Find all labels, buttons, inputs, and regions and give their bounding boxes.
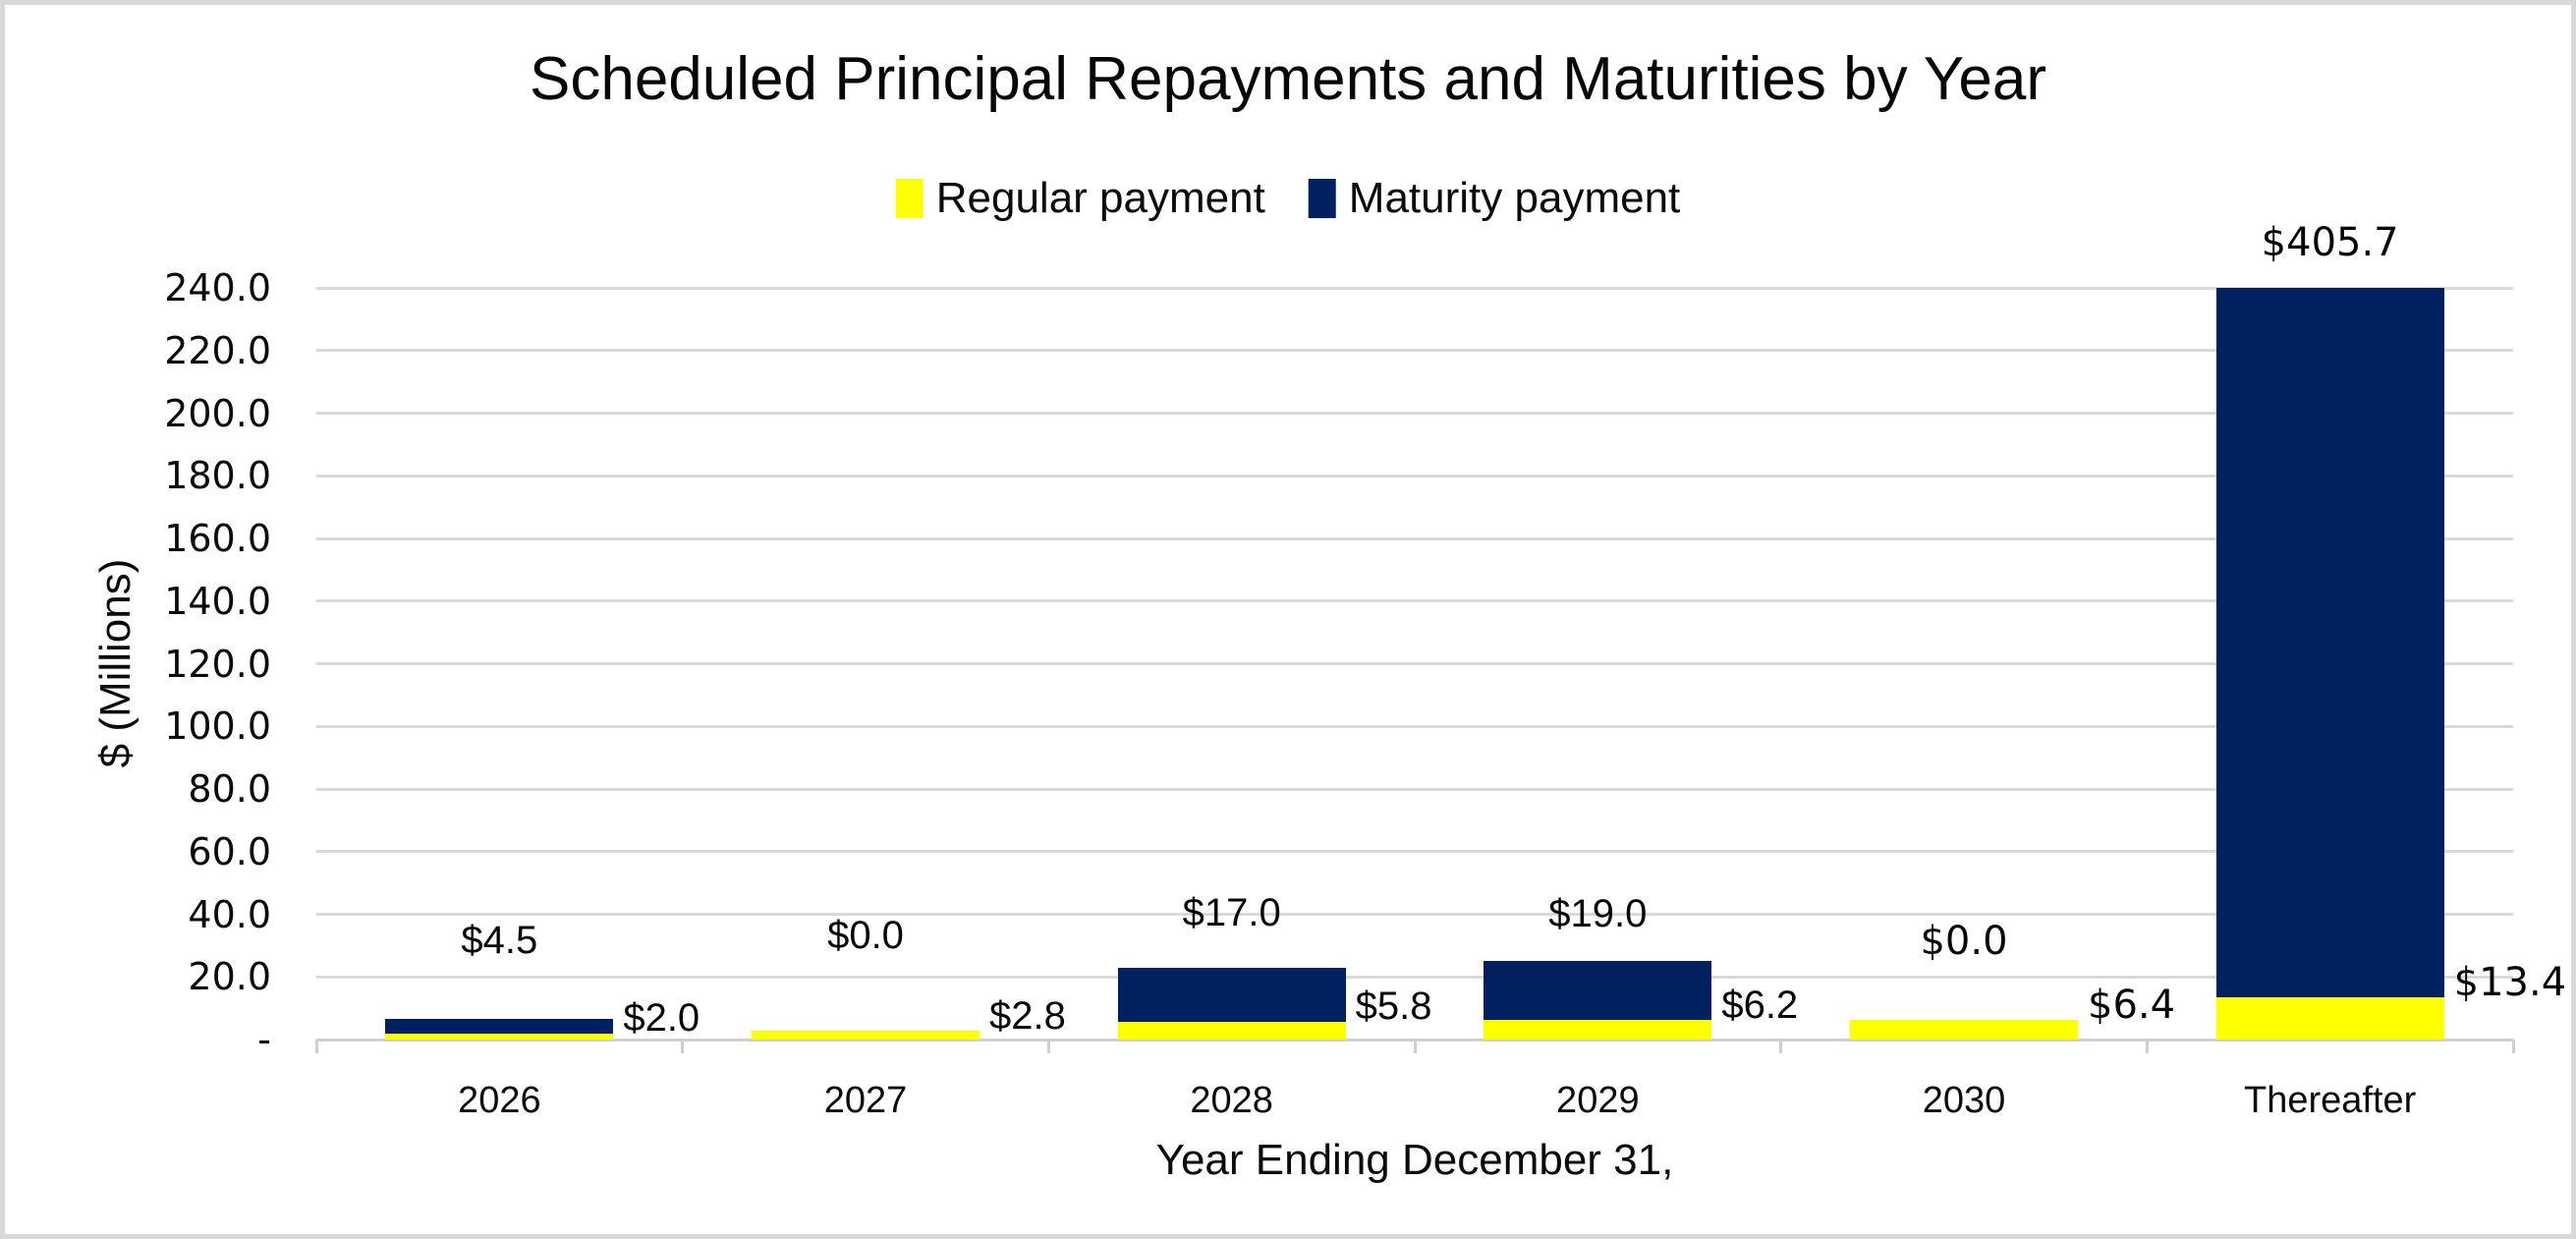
gridline <box>316 349 2513 353</box>
legend: Regular payment Maturity payment <box>895 174 1681 222</box>
gridline <box>316 787 2513 791</box>
data-label-regular: $13.4 <box>2453 960 2567 1006</box>
y-axis-tick-label: 60.0 <box>188 829 271 873</box>
y-axis-tick-label: 180.0 <box>164 454 271 498</box>
y-axis-tick-label: - <box>257 1018 271 1061</box>
gridline <box>316 662 2513 665</box>
x-axis-category-label: 2030 <box>1922 1080 2006 1121</box>
data-label-maturity: $4.5 <box>461 919 538 963</box>
bar-segment-regular-payment <box>2215 997 2444 1040</box>
gridline <box>316 599 2513 603</box>
data-label-regular: $6.2 <box>1721 983 1799 1027</box>
x-axis-tick-mark <box>1779 1040 1783 1053</box>
bar-segment-regular-payment <box>1484 1020 1712 1040</box>
bar-segment-maturity-payment <box>2215 288 2444 998</box>
bar-segment-regular-payment <box>752 1031 980 1040</box>
data-label-maturity: $405.7 <box>2261 220 2399 265</box>
data-label-maturity: $0.0 <box>827 914 904 958</box>
x-axis-tick-mark <box>1046 1040 1050 1053</box>
gridline <box>316 975 2513 979</box>
data-label-maturity: $17.0 <box>1182 891 1281 935</box>
data-label-regular: $5.8 <box>1355 985 1432 1028</box>
data-label-maturity: $19.0 <box>1548 891 1648 935</box>
y-axis-tick-label: 140.0 <box>164 579 271 623</box>
maturity-payment-swatch-icon <box>1308 179 1336 218</box>
y-axis-tick-label: 20.0 <box>188 955 271 999</box>
gridline <box>316 724 2513 728</box>
x-axis-tick-mark <box>314 1040 318 1053</box>
x-axis-category-label: 2026 <box>458 1080 541 1121</box>
chart-title: Scheduled Principal Repayments and Matur… <box>529 45 2047 113</box>
data-label-regular: $2.0 <box>623 996 700 1041</box>
gridline <box>316 536 2513 540</box>
x-axis-tick-mark <box>2145 1040 2149 1053</box>
gridline <box>316 850 2513 854</box>
x-axis-category-label: 2027 <box>823 1080 908 1121</box>
legend-label-regular-payment: Regular payment <box>935 174 1265 222</box>
y-axis-tick-label: 220.0 <box>164 328 271 372</box>
y-axis-tick-label: 200.0 <box>164 391 271 435</box>
legend-item-regular-payment: Regular payment <box>895 174 1265 222</box>
regular-payment-swatch-icon <box>895 179 924 218</box>
x-axis-tick-mark <box>1413 1040 1417 1053</box>
gridline <box>316 913 2513 916</box>
y-axis-tick-label: 100.0 <box>164 704 271 749</box>
data-label-regular: $2.8 <box>989 993 1066 1038</box>
bar-segment-maturity-payment <box>1484 960 1712 1021</box>
x-axis-tick-mark <box>2511 1040 2515 1053</box>
bar-segment-regular-payment <box>1850 1019 2078 1040</box>
x-axis-category-label: Thereafter <box>2244 1080 2417 1121</box>
legend-item-maturity-payment: Maturity payment <box>1308 174 1681 222</box>
y-axis-tick-label: 120.0 <box>164 642 271 686</box>
x-axis-tick-mark <box>681 1040 685 1053</box>
bar-segment-maturity-payment <box>385 1019 614 1034</box>
bar-segment-regular-payment <box>1117 1021 1346 1040</box>
y-axis-tick-label: 80.0 <box>188 767 271 811</box>
y-axis-tick-label: 240.0 <box>164 266 271 310</box>
gridline <box>316 286 2513 290</box>
x-axis-title: Year Ending December 31, <box>1155 1136 1674 1184</box>
x-axis-category-label: 2029 <box>1556 1080 1640 1121</box>
bar-segment-maturity-payment <box>1117 968 1346 1022</box>
bar-segment-regular-payment <box>385 1033 614 1040</box>
gridline <box>316 474 2513 478</box>
y-axis-tick-label: 40.0 <box>188 892 271 936</box>
gridline <box>316 412 2513 415</box>
data-label-regular: $6.4 <box>2088 982 2176 1028</box>
legend-label-maturity-payment: Maturity payment <box>1348 174 1681 222</box>
y-axis-tick-label: 160.0 <box>164 517 271 560</box>
data-label-maturity: $0.0 <box>1920 918 2008 964</box>
x-axis-category-label: 2028 <box>1190 1080 1273 1121</box>
